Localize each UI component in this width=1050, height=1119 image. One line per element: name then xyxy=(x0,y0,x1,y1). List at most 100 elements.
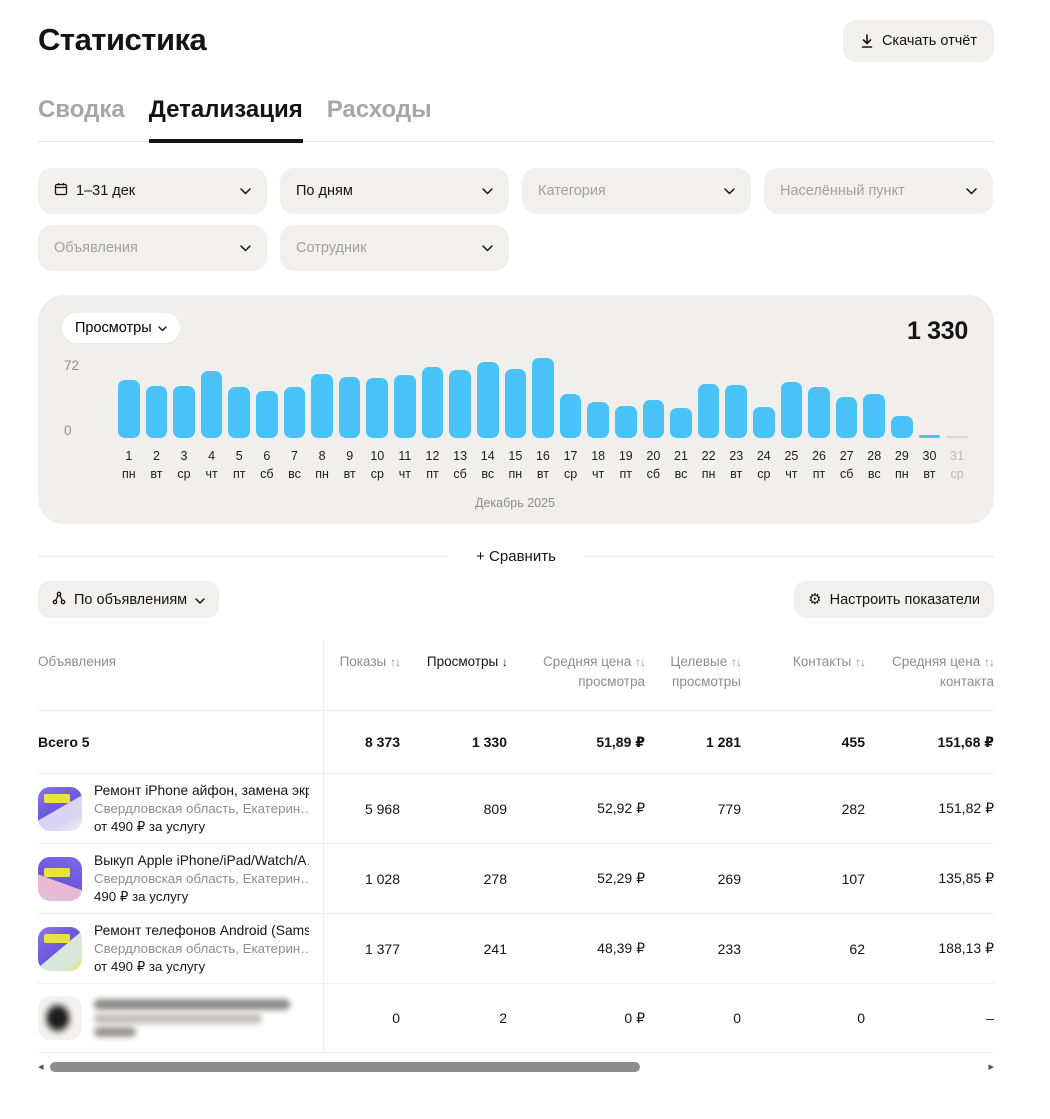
listing-title[interactable]: Ремонт iPhone айфон, замена экр… xyxy=(94,782,309,798)
cell-value: 269 xyxy=(717,870,741,887)
table-row[interactable]: 0 2 0 ₽ 0 0 – xyxy=(38,983,994,1054)
bar-day-6[interactable] xyxy=(256,391,278,438)
scroll-left-arrow[interactable]: ◂ xyxy=(38,1060,44,1073)
bar-day-19[interactable] xyxy=(614,406,637,438)
tab-сводка[interactable]: Сводка xyxy=(38,96,125,123)
listing-title[interactable]: Ремонт телефонов Android (Sams… xyxy=(94,922,309,938)
cell-value: 52,29 ₽ xyxy=(597,870,645,887)
filter-населённый-пункт[interactable]: Населённый пункт xyxy=(764,168,993,214)
bar-day-21[interactable] xyxy=(670,408,692,438)
bar-day-24[interactable] xyxy=(753,407,775,438)
bar-day-26[interactable] xyxy=(808,387,830,438)
bar-day-18[interactable] xyxy=(587,402,609,438)
bar-slot xyxy=(697,384,720,438)
x-label-day-13: 13 сб xyxy=(453,449,468,482)
listing-text: Ремонт iPhone айфон, замена экр… Свердлов… xyxy=(94,783,309,835)
chart-metric-selector[interactable]: Просмотры xyxy=(62,313,180,343)
configure-metrics-button[interactable]: ⚙ Настроить показатели xyxy=(794,581,994,619)
filter-сотрудник[interactable]: Сотрудник xyxy=(280,225,509,271)
filter-категория[interactable]: Категория xyxy=(522,168,751,214)
bar-slot xyxy=(504,369,527,438)
bar-slot xyxy=(283,387,306,438)
bar-slot xyxy=(559,394,582,438)
bar-slot xyxy=(587,402,609,438)
column-header-целевые[interactable]: Целевые ↑↓ просмотры xyxy=(670,654,742,689)
filter-объявления[interactable]: Объявления xyxy=(38,225,267,271)
bar-day-20[interactable] xyxy=(642,400,665,438)
table-header-row: Объявления Показы ↑↓ Просмотры ↓ Средняя це… xyxy=(38,640,995,710)
listing-cell[interactable] xyxy=(38,996,323,1041)
tab-расходы[interactable]: Расходы xyxy=(326,96,432,123)
tab-детализация[interactable]: Детализация xyxy=(148,96,303,143)
listing-cell[interactable]: Ремонт телефонов Android (Sams… Свердловс… xyxy=(38,923,323,975)
bar-day-16[interactable] xyxy=(532,358,554,438)
filter-1-31-дек[interactable]: 1–31 дек xyxy=(38,168,267,214)
column-header-просмотры[interactable]: Просмотры ↓ xyxy=(426,654,508,670)
bar-day-25[interactable] xyxy=(780,382,803,438)
scroll-right-arrow[interactable]: ▸ xyxy=(988,1060,994,1073)
chevron-down-icon xyxy=(966,183,977,199)
bar-day-4[interactable] xyxy=(200,371,223,438)
column-header-контакты[interactable]: Контакты ↑↓ xyxy=(792,654,866,670)
sort-icon[interactable]: ↑↓ xyxy=(855,655,866,670)
table-row[interactable]: Ремонт телефонов Android (Sams… Свердловс… xyxy=(38,913,994,983)
bar-day-8[interactable] xyxy=(311,374,333,438)
cell-value: 52,92 ₽ xyxy=(597,800,645,817)
compare-button[interactable]: + Сравнить xyxy=(476,548,556,566)
table-row[interactable]: Выкуп Apple iPhone/iPad/Watch/A… Свердлов… xyxy=(38,843,994,913)
listing-cell[interactable]: Ремонт iPhone айфон, замена экр… Свердлов… xyxy=(38,783,323,835)
sort-icon[interactable]: ↑↓ xyxy=(984,655,995,670)
bar-day-13[interactable] xyxy=(449,370,471,438)
bar-day-15[interactable] xyxy=(504,369,527,438)
bar-day-23[interactable] xyxy=(725,385,748,438)
chevron-down-icon xyxy=(157,320,167,336)
bar-day-11[interactable] xyxy=(394,375,416,438)
bar-day-29[interactable] xyxy=(891,416,913,438)
bar-day-28[interactable] xyxy=(863,394,886,438)
bar-day-14[interactable] xyxy=(476,362,499,438)
bar-day-7[interactable] xyxy=(283,387,306,438)
x-label-day-28: 28 вс xyxy=(867,449,882,482)
chart-month-label: Декабрь 2025 xyxy=(474,496,556,511)
cell-value: 2 xyxy=(499,1010,507,1027)
filter-row-2: Объявления Сотрудник xyxy=(38,225,994,271)
bar-day-2[interactable] xyxy=(145,386,168,438)
bar-day-1[interactable] xyxy=(118,380,140,438)
sort-icon[interactable]: ↓ xyxy=(502,655,508,670)
scrollbar-thumb[interactable] xyxy=(49,1062,640,1073)
bar-day-17[interactable] xyxy=(559,394,582,438)
bar-slot xyxy=(476,362,499,438)
bar-slot xyxy=(753,407,775,438)
bar-day-3[interactable] xyxy=(173,386,195,438)
horizontal-scrollbar[interactable]: ◂ ▸ xyxy=(38,1061,994,1073)
x-label-day-15: 15 пн xyxy=(508,449,523,482)
download-report-button[interactable]: Скачать отчёт xyxy=(842,20,994,62)
table-row[interactable]: Ремонт iPhone айфон, замена экр… Свердлов… xyxy=(38,773,994,843)
bar-future xyxy=(946,436,968,438)
sort-icon[interactable]: ↑↓ xyxy=(635,655,646,670)
x-label-day-5: 5 пт xyxy=(232,449,246,482)
filter-по-дням[interactable]: По дням xyxy=(280,168,509,214)
bar-day-30[interactable] xyxy=(918,435,941,438)
column-header-средняя-цена[interactable]: Средняя цена ↑↓ просмотра xyxy=(543,654,646,689)
blurred-price xyxy=(94,1027,136,1038)
listing-location: Свердловская область, Екатерин… xyxy=(94,800,309,816)
chevron-down-icon xyxy=(195,592,205,608)
column-header-средняя-цена[interactable]: Средняя цена ↑↓ контакта xyxy=(892,654,995,689)
group-by-selector[interactable]: По объявлениям xyxy=(38,581,220,619)
column-header-показы[interactable]: Показы ↑↓ xyxy=(339,654,401,670)
bar-day-10[interactable] xyxy=(366,378,389,438)
scrollbar-track[interactable] xyxy=(48,1062,985,1073)
bar-day-5[interactable] xyxy=(228,387,251,438)
sort-icon[interactable]: ↑↓ xyxy=(731,655,742,670)
bar-day-27[interactable] xyxy=(835,397,858,438)
cell-value: 779 xyxy=(717,800,741,817)
bar-day-9[interactable] xyxy=(338,377,361,438)
divider-line xyxy=(583,556,995,558)
listing-cell[interactable]: Выкуп Apple iPhone/iPad/Watch/A… Свердлов… xyxy=(38,853,323,905)
bar-slot xyxy=(780,382,803,438)
bar-day-12[interactable] xyxy=(421,367,444,438)
bar-day-22[interactable] xyxy=(697,384,720,438)
listing-title[interactable]: Выкуп Apple iPhone/iPad/Watch/A… xyxy=(94,852,309,868)
sort-icon[interactable]: ↑↓ xyxy=(390,655,401,670)
